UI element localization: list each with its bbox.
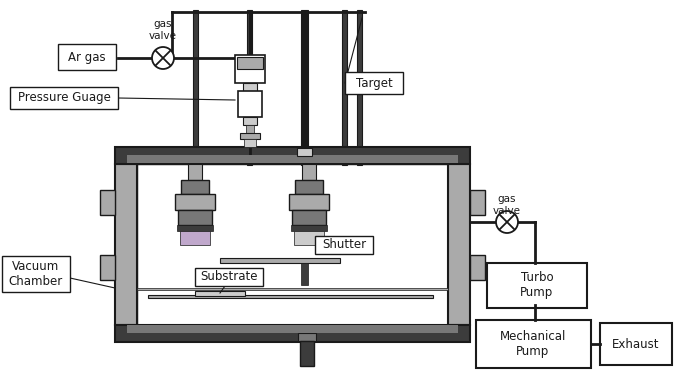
Bar bbox=[298, 333, 316, 341]
Bar bbox=[195, 268, 263, 286]
Bar bbox=[246, 125, 254, 133]
Bar bbox=[240, 133, 260, 139]
Bar bbox=[137, 288, 448, 290]
Text: Substrate: Substrate bbox=[200, 271, 258, 284]
Bar bbox=[195, 291, 245, 296]
Bar bbox=[193, 10, 198, 165]
Bar bbox=[476, 320, 591, 368]
Bar bbox=[345, 72, 403, 94]
Text: gas
valve: gas valve bbox=[493, 194, 521, 216]
Bar bbox=[448, 164, 470, 325]
Bar bbox=[470, 255, 485, 280]
Bar bbox=[300, 341, 314, 366]
Bar bbox=[600, 323, 672, 365]
Bar bbox=[2, 256, 70, 292]
Bar bbox=[178, 210, 212, 225]
Bar bbox=[100, 255, 115, 280]
Text: Vacuum
Chamber: Vacuum Chamber bbox=[9, 260, 63, 288]
Bar bbox=[244, 139, 256, 147]
Text: Turbo
Pump: Turbo Pump bbox=[521, 271, 553, 299]
Bar bbox=[115, 147, 470, 164]
Bar bbox=[301, 263, 308, 285]
Bar bbox=[180, 231, 210, 245]
Bar bbox=[175, 194, 215, 210]
Bar bbox=[148, 295, 433, 298]
Bar bbox=[127, 325, 458, 333]
Text: Pressure Guage: Pressure Guage bbox=[18, 92, 110, 104]
Circle shape bbox=[496, 211, 518, 233]
Bar bbox=[294, 231, 324, 245]
Bar bbox=[247, 10, 252, 165]
Bar bbox=[58, 44, 116, 70]
Bar bbox=[235, 55, 265, 83]
Bar bbox=[10, 87, 118, 109]
Bar bbox=[470, 190, 485, 215]
Text: Mechanical
Pump: Mechanical Pump bbox=[500, 330, 566, 358]
Bar bbox=[315, 236, 373, 254]
Bar bbox=[115, 325, 470, 342]
Bar bbox=[238, 91, 262, 117]
Bar bbox=[302, 164, 316, 180]
Bar bbox=[291, 225, 327, 231]
Bar bbox=[487, 263, 587, 308]
Bar bbox=[301, 10, 308, 165]
Bar bbox=[243, 117, 257, 125]
Bar bbox=[295, 180, 323, 194]
Bar bbox=[137, 164, 448, 325]
Bar bbox=[237, 57, 263, 69]
Bar bbox=[297, 148, 312, 156]
Bar bbox=[188, 164, 202, 180]
Text: Exhaust: Exhaust bbox=[612, 337, 660, 351]
Text: gas
valve: gas valve bbox=[149, 19, 177, 41]
Bar bbox=[115, 164, 137, 325]
Bar bbox=[357, 10, 362, 165]
Circle shape bbox=[152, 47, 174, 69]
Text: Target: Target bbox=[356, 77, 393, 89]
Bar bbox=[127, 155, 458, 163]
Bar bbox=[243, 83, 257, 91]
Bar bbox=[177, 225, 213, 231]
Bar bbox=[181, 180, 209, 194]
Text: Ar gas: Ar gas bbox=[68, 51, 105, 63]
Text: Shutter: Shutter bbox=[322, 239, 366, 251]
Bar bbox=[292, 210, 326, 225]
Bar bbox=[220, 258, 340, 263]
Bar bbox=[100, 190, 115, 215]
Bar bbox=[289, 194, 329, 210]
Bar bbox=[342, 10, 347, 165]
